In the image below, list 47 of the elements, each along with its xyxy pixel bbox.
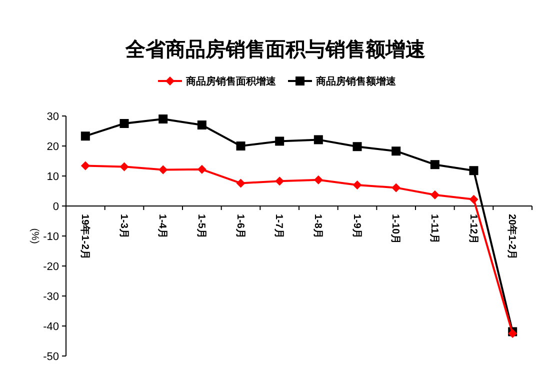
point [158,114,168,124]
point [120,162,129,172]
x-tick-label: 1-8月 [312,214,323,238]
legend-label: 商品房销售面积增速 [185,76,277,88]
point [275,176,284,186]
point [430,190,440,200]
y-tick-label: 20 [46,140,59,153]
point [236,142,246,150]
point [80,161,90,170]
point [80,132,90,141]
point [352,142,362,152]
y-tick-label: 30 [46,110,59,123]
chart-title: 全省商品房销售面积与销售额增速 [124,38,426,61]
x-tick-label: 19年1-2月 [78,214,91,260]
point [236,178,246,188]
x-tick-label: 1-5月 [195,214,206,238]
x-tick-label: 1-6月 [234,214,246,238]
x-tick-label: 20年1-2月 [506,214,518,260]
y-tick-label: -40 [43,320,59,333]
point [197,120,206,130]
x-tick-label: 1-12月 [467,214,478,244]
point [392,183,401,192]
legend-label: 商品房销售额增速 [315,76,397,88]
y-tick-label: 10 [46,170,59,183]
y-tick-label: -30 [43,290,59,303]
point [392,146,401,156]
point [430,160,440,170]
x-tick-label: 1-11月 [428,214,440,244]
point [158,165,168,174]
y-tick-label: -20 [43,260,59,273]
x-tick-label: 1-9月 [350,214,362,238]
point [314,175,323,184]
point [120,119,129,128]
x-tick-label: 1-7月 [273,214,284,238]
x-tick-label: 1-4月 [156,214,168,238]
point [352,180,362,190]
point [469,166,478,176]
point [469,194,478,204]
y-tick-label: -10 [43,230,59,243]
point [314,135,323,144]
x-tick-label: 1-10月 [390,214,401,244]
point [275,136,284,146]
x-tick-label: 1-3月 [118,214,129,238]
y-tick-label: -50 [43,350,59,363]
point [197,164,206,174]
y-tick-label: 0 [52,200,59,213]
y-axis-title: (%) [29,228,40,244]
